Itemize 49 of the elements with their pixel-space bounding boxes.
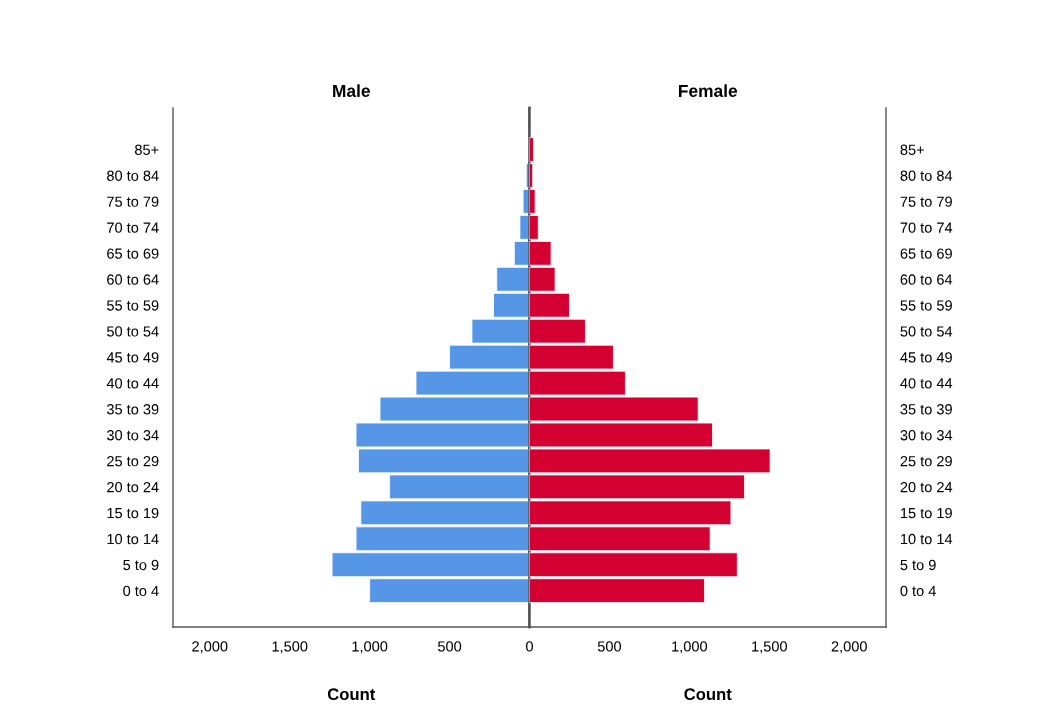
x-tick-label: 1,000 — [672, 641, 708, 654]
y-tick-label: 5 to 9 — [900, 559, 936, 571]
x-tick-label: 2,000 — [192, 641, 228, 654]
y-tick-label: 45 to 49 — [106, 352, 159, 363]
y-tick-label: 35 to 39 — [106, 404, 159, 415]
y-tick-label: 0 to 4 — [900, 585, 936, 597]
y-tick-label: 30 to 34 — [106, 430, 159, 441]
x-tick-label: 2,000 — [831, 641, 867, 654]
y-tick-label: 20 to 24 — [900, 481, 953, 493]
y-tick-label: 55 to 59 — [900, 300, 952, 311]
x-tick-label: 500 — [437, 641, 462, 652]
y-tick-label: 85+ — [900, 144, 924, 155]
y-tick-label: 15 to 19 — [901, 507, 952, 519]
y-tick-label: 70 to 74 — [900, 222, 953, 233]
y-tick-label: 20 to 24 — [107, 481, 159, 493]
y-tick-label: 40 to 44 — [900, 378, 953, 389]
x-tick-label: 500 — [597, 641, 622, 652]
y-tick-label: 25 to 29 — [900, 456, 952, 467]
y-tick-label: 35 to 39 — [900, 404, 952, 415]
x-tick-label: 1,000 — [352, 641, 388, 654]
x-tick-label: 1,500 — [272, 641, 308, 654]
y-tick-label: 75 to 79 — [900, 196, 952, 207]
y-tick-label: 10 to 14 — [107, 533, 159, 545]
x-axis-title: Count — [684, 688, 732, 701]
y-tick-label: 15 to 19 — [107, 507, 159, 519]
y-tick-label: 75 to 79 — [107, 196, 159, 207]
y-tick-label: 30 to 34 — [900, 430, 953, 441]
y-tick-label: 5 to 9 — [123, 559, 159, 571]
y-tick-label: 80 to 84 — [107, 170, 159, 181]
y-tick-label: 50 to 54 — [900, 326, 953, 337]
y-tick-label: 50 to 54 — [106, 326, 159, 337]
y-tick-label: 45 to 49 — [900, 352, 952, 363]
y-tick-label: 60 to 64 — [107, 274, 159, 285]
x-tick-label: 1,500 — [752, 641, 787, 654]
chart-title: Female — [679, 84, 738, 98]
x-axis-title: Count — [327, 688, 376, 701]
y-tick-label: 25 to 29 — [107, 456, 159, 467]
y-tick-label: 80 to 84 — [900, 170, 953, 181]
y-tick-label: 55 to 59 — [106, 300, 159, 311]
y-tick-label: 60 to 64 — [900, 274, 953, 285]
y-tick-label: 65 to 69 — [107, 248, 159, 259]
y-tick-label: 0 to 4 — [123, 585, 159, 597]
y-tick-label: 40 to 44 — [106, 378, 159, 389]
y-tick-label: 70 to 74 — [107, 222, 159, 233]
x-tick-label: 0 — [526, 641, 533, 652]
y-tick-label: 65 to 69 — [900, 248, 952, 259]
chart-title: Male — [333, 84, 370, 98]
y-tick-label: 85+ — [135, 144, 159, 155]
y-tick-label: 10 to 14 — [901, 533, 953, 545]
